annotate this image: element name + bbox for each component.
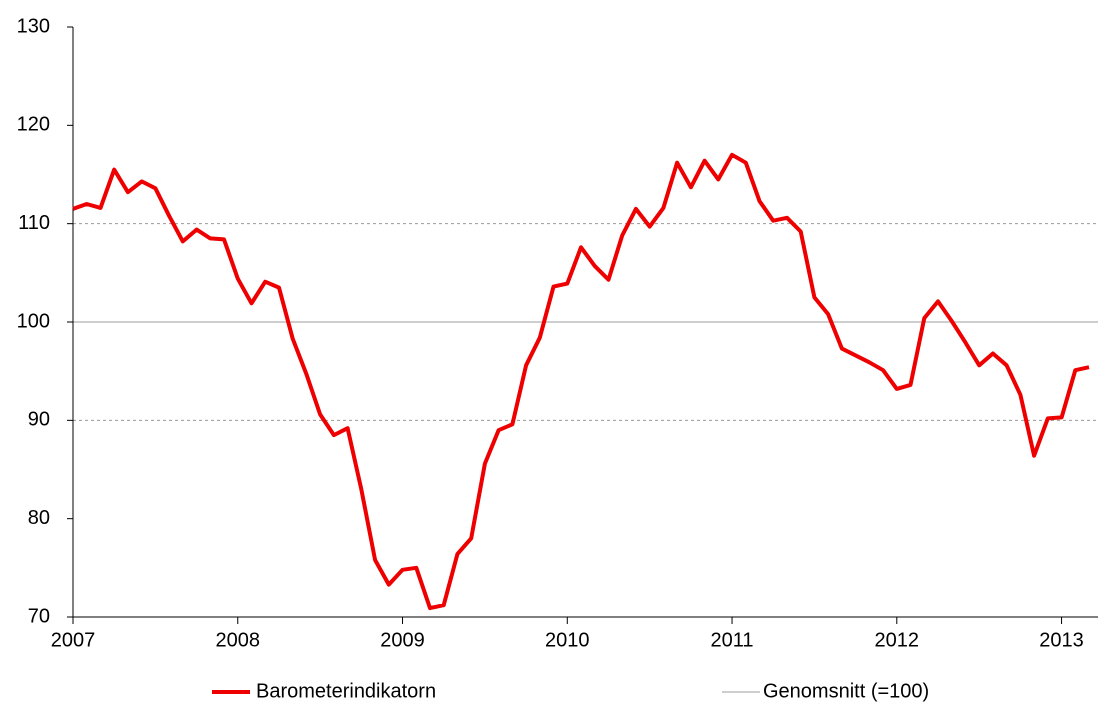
legend-label: Genomsnitt (=100) xyxy=(763,680,929,702)
x-tick-label: 2013 xyxy=(1039,629,1084,651)
data-line xyxy=(72,152,1090,611)
y-tick-label: 70 xyxy=(28,605,50,627)
y-tick-label: 130 xyxy=(17,15,50,37)
x-tick-label: 2009 xyxy=(380,629,425,651)
y-tick-label: 90 xyxy=(28,409,50,431)
y-tick-label: 100 xyxy=(17,310,50,332)
y-tick-label: 80 xyxy=(28,507,50,529)
x-tick-label: 2008 xyxy=(216,629,261,651)
legend-label: Barometerindikatorn xyxy=(256,680,436,702)
x-tick-label: 2010 xyxy=(545,629,590,651)
x-tick-label: 2012 xyxy=(875,629,920,651)
x-tick-label: 2007 xyxy=(51,629,96,651)
x-tick-label: 2011 xyxy=(711,629,754,651)
y-tick-label: 120 xyxy=(17,114,50,136)
y-tick-label: 110 xyxy=(18,212,50,234)
